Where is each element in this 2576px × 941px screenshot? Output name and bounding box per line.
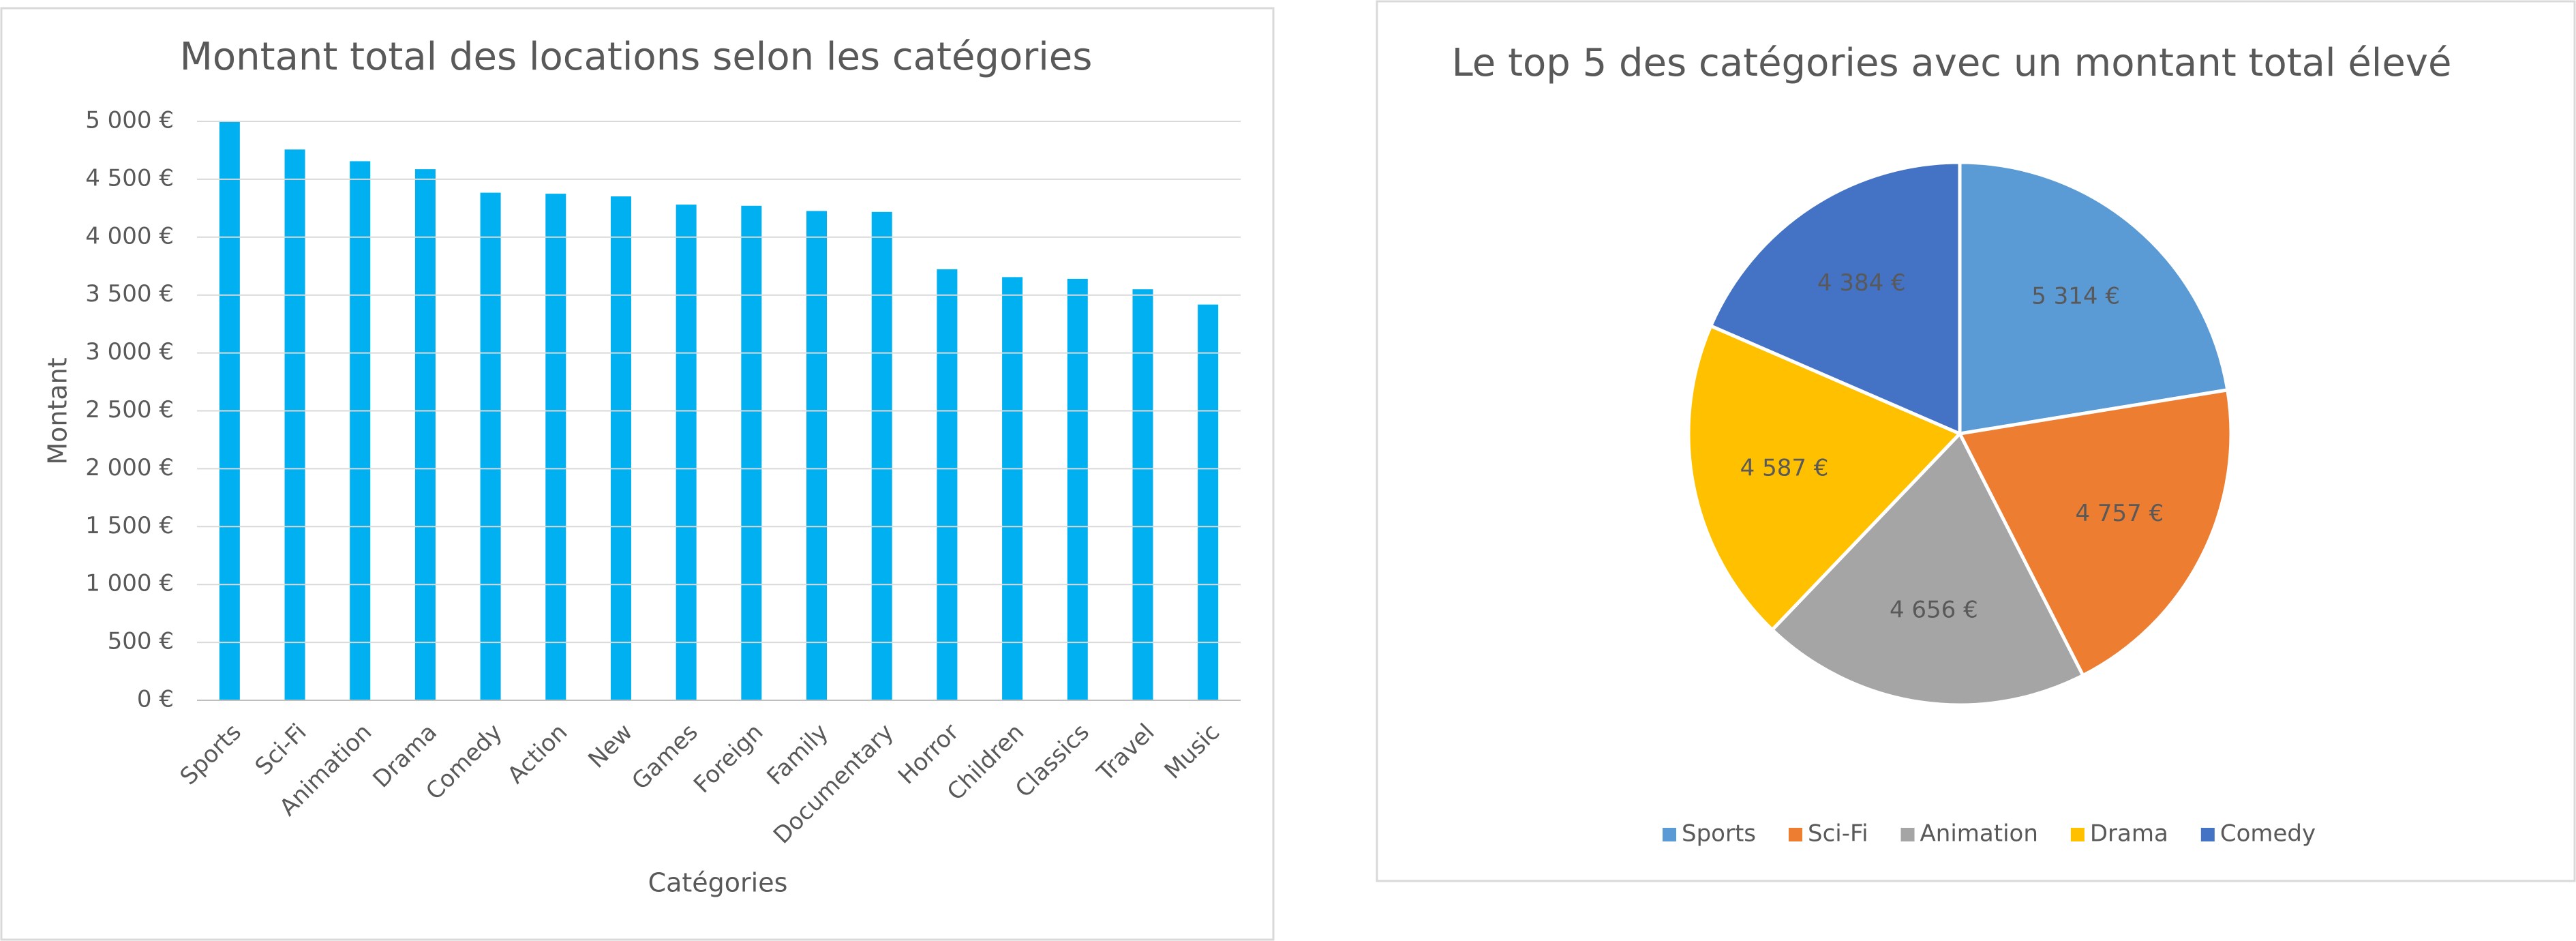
data-label: 4 384 € xyxy=(1817,269,1906,297)
pie-slice xyxy=(1957,387,2233,678)
chart-title: Le top 5 des catégories avec un montant … xyxy=(1452,41,2452,85)
bar xyxy=(219,121,240,700)
legend-marker xyxy=(1789,828,1802,841)
y-tick-label: 3 500 € xyxy=(85,280,174,308)
pie-slice xyxy=(1958,160,2230,436)
y-tick-label: 1 000 € xyxy=(85,570,174,597)
bar xyxy=(480,192,501,700)
y-tick-label: 1 500 € xyxy=(85,512,174,539)
y-tick-label: 500 € xyxy=(108,628,174,655)
pie-slice xyxy=(1708,160,1962,436)
data-label: 4 757 € xyxy=(2075,500,2164,527)
y-tick-label: 2 000 € xyxy=(85,454,174,481)
bar xyxy=(414,169,436,701)
bar-chart-frame xyxy=(0,7,1275,941)
bar xyxy=(350,161,371,700)
y-tick-label: 4 000 € xyxy=(85,222,174,250)
y-tick-label: 0 € xyxy=(137,686,174,713)
legend-marker xyxy=(2200,828,2215,841)
legend-marker xyxy=(1663,828,1676,841)
y-tick-label: 3 000 € xyxy=(85,338,174,365)
bar xyxy=(806,211,828,701)
pie-slice xyxy=(1770,430,2086,707)
bar xyxy=(545,194,566,700)
y-tick-label: 5 000 € xyxy=(85,107,174,134)
pie-slice xyxy=(1686,323,1963,633)
bar xyxy=(1132,289,1153,701)
bar xyxy=(1067,278,1088,701)
bar xyxy=(1002,277,1023,701)
legend-label: Sci-Fi xyxy=(1808,820,1868,848)
bar xyxy=(284,149,305,700)
bar xyxy=(741,205,762,701)
y-tick-label: 2 500 € xyxy=(85,396,174,423)
y-tick-label: 4 500 € xyxy=(85,164,174,192)
legend-marker xyxy=(1900,828,1915,841)
legend-label: Animation xyxy=(1920,820,2038,848)
chart-title: Montant total des locations selon les ca… xyxy=(180,35,1093,79)
data-label: 4 656 € xyxy=(1890,596,1978,623)
x-axis-title: Catégories xyxy=(648,868,788,898)
legend-marker xyxy=(2070,828,2085,841)
legend-label: Comedy xyxy=(2220,820,2316,848)
bar xyxy=(937,269,958,700)
legend-label: Drama xyxy=(2090,820,2168,848)
bar xyxy=(610,196,631,700)
bar xyxy=(871,211,892,701)
y-axis-title: Montant xyxy=(43,357,73,464)
data-label: 4 587 € xyxy=(1740,455,1829,482)
bar xyxy=(676,205,697,701)
data-label: 5 314 € xyxy=(2031,282,2120,310)
bar xyxy=(1198,304,1219,700)
legend-label: Sports xyxy=(1682,820,1756,848)
